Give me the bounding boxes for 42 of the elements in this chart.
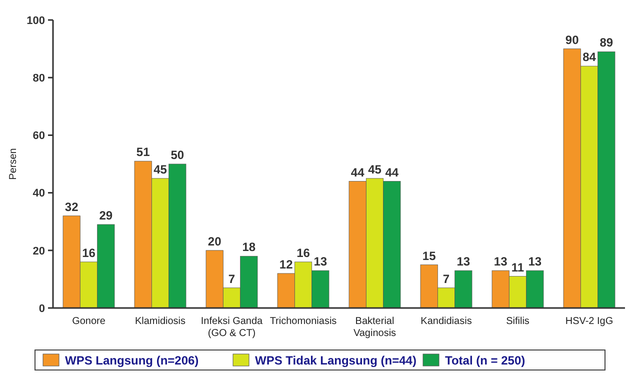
legend-label: WPS Langsung (n=206) [65, 354, 199, 368]
data-label: 90 [565, 32, 580, 47]
legend-label: Total (n = 250) [445, 354, 526, 368]
x-tick-label: HSV-2 IgG [565, 316, 614, 327]
data-label: 18 [242, 240, 256, 254]
data-label: 29 [99, 208, 113, 222]
data-label: 13 [528, 254, 542, 269]
legend-label: WPS Tidak Langsung (n=44) [255, 354, 416, 368]
data-label: 16 [296, 246, 310, 260]
data-label: 32 [64, 200, 79, 214]
y-axis-title: Persen [8, 148, 19, 180]
x-tick-label: Klamidiosis [134, 316, 186, 327]
y-tick-label: 100 [26, 14, 45, 27]
x-tick-label: Bakterial Vaginosis [353, 316, 396, 339]
data-label: 45 [368, 162, 382, 176]
data-label: 51 [136, 145, 150, 160]
data-label: 44 [350, 165, 365, 180]
data-label: 13 [314, 254, 328, 269]
y-tick-label: 20 [32, 245, 45, 258]
data-label: 89 [600, 36, 614, 50]
data-label: 13 [494, 254, 508, 269]
y-tick-label: 40 [32, 188, 45, 200]
data-label: 45 [154, 162, 168, 176]
x-tick-label: Sifilis [506, 316, 530, 327]
data-label: 11 [511, 260, 524, 274]
data-label: 16 [82, 246, 96, 260]
x-tick-label: Gonore [72, 316, 106, 327]
data-label: 7 [228, 272, 236, 286]
y-tick-label: 80 [32, 72, 45, 84]
data-label: 50 [170, 148, 184, 162]
data-label: 84 [582, 50, 596, 64]
data-label: 12 [279, 257, 294, 272]
data-label: 13 [456, 254, 470, 269]
y-tick-label: 0 [38, 302, 45, 315]
x-tick-label: Trichomoniasis [270, 316, 337, 327]
x-tick-label: Infeksi Ganda (GO & CT) [200, 316, 264, 339]
data-label: 7 [442, 272, 450, 286]
y-tick-label: 60 [32, 130, 45, 142]
data-label: 44 [385, 165, 399, 180]
data-label: 20 [208, 234, 222, 248]
data-label: 15 [422, 248, 436, 263]
x-tick-label: Kandidiasis [420, 316, 472, 327]
